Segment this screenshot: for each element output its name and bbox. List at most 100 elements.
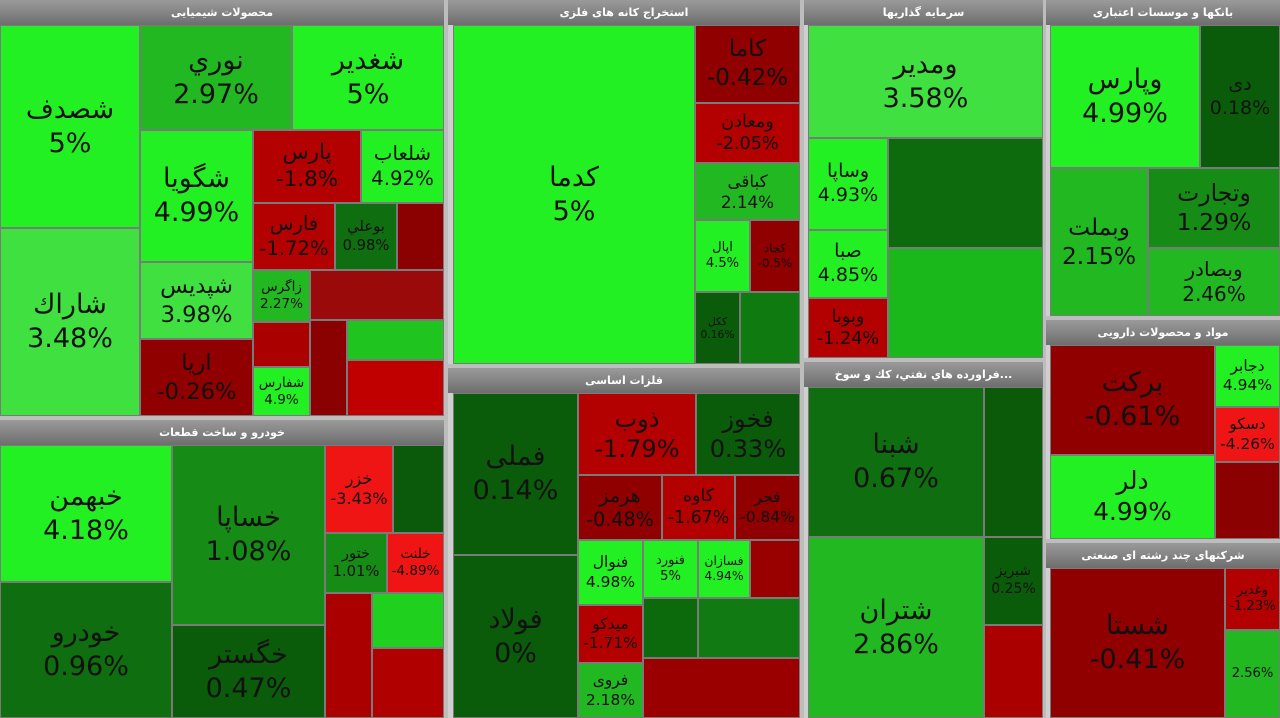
stock-tile: شاراك 3.48% <box>0 228 140 416</box>
stock-name: خساپا <box>216 502 281 534</box>
stock-name: فملی <box>485 441 546 473</box>
stock-name: خلنت <box>400 546 431 563</box>
stock-tile: خبهمن 4.18% <box>0 445 172 582</box>
stock-change: 4.99% <box>1093 497 1172 526</box>
stock-tile: شتران 2.86% <box>808 537 984 718</box>
stock-name: اريا <box>181 350 212 377</box>
stock-change: -0.48% <box>586 507 654 531</box>
stock-tile: شلعاب 4.92% <box>361 130 444 203</box>
stock-tile: دسکو -4.26% <box>1215 407 1280 462</box>
stock-tile: فولاد 0% <box>453 555 578 718</box>
stock-name: وساپا <box>826 160 870 183</box>
filler-tile <box>740 292 800 364</box>
stock-name: فخوز <box>722 404 774 433</box>
stock-name: شگويا <box>163 163 230 195</box>
stock-change: 0% <box>494 637 537 669</box>
stock-name: ذوب <box>614 404 660 433</box>
stock-change: 2.27% <box>259 296 304 312</box>
stock-change: 2.15% <box>1061 242 1137 270</box>
stock-change: 2.56% <box>1231 665 1274 681</box>
stock-change: 5% <box>552 195 596 227</box>
stock-change: -1.71% <box>583 634 638 652</box>
stock-tile: کدما 5% <box>453 25 695 364</box>
filler-tile <box>347 320 444 360</box>
stock-tile: وپارس 4.99% <box>1050 25 1200 168</box>
filler-tile <box>984 387 1043 537</box>
stock-change: -1.24% <box>816 329 880 349</box>
stock-tile: وبوبا -1.24% <box>808 298 888 358</box>
stock-change: 3.48% <box>27 323 113 354</box>
stock-name: فنوال <box>592 553 629 572</box>
stock-change: 4.94% <box>704 569 744 583</box>
stock-change: 0.67% <box>853 463 939 494</box>
stock-tile: فملی 0.14% <box>453 393 578 555</box>
stock-name: شاراك <box>33 289 107 321</box>
stock-tile: وبملت 2.15% <box>1050 168 1148 316</box>
stock-change: -1.23% <box>1229 599 1276 614</box>
filler-tile <box>888 138 1043 248</box>
stock-change: 0.18% <box>1209 96 1271 119</box>
stock-change: -0.42% <box>706 65 789 91</box>
stock-name: کچاد <box>763 241 787 256</box>
stock-name: فارس <box>269 212 319 236</box>
stock-name: خبهمن <box>49 480 123 512</box>
stock-name: شغدير <box>331 44 405 76</box>
filler-tile <box>698 598 800 658</box>
stock-change: 4.5% <box>705 256 740 271</box>
stock-tile: ذوب -1.79% <box>578 393 696 475</box>
stock-change: -0.84% <box>740 507 795 526</box>
stock-name: دسکو <box>1229 415 1266 434</box>
stock-tile: شپديس 3.98% <box>140 262 253 339</box>
stock-change: -1.8% <box>275 166 339 192</box>
filler-tile <box>372 648 444 718</box>
stock-change: -2.05% <box>716 134 779 154</box>
stock-tile: کاما -0.42% <box>695 25 800 103</box>
stock-tile: صبا 4.85% <box>808 230 888 298</box>
stock-change: 0.25% <box>991 581 1036 597</box>
stock-tile: ومعادن -2.05% <box>695 103 800 163</box>
stock-change: 4.98% <box>585 572 636 591</box>
stock-change: 2.97% <box>173 78 259 110</box>
stock-tile: اپال 4.5% <box>695 220 750 292</box>
stock-tile: نوري 2.97% <box>140 25 292 130</box>
stock-tile: اريا -0.26% <box>140 339 253 416</box>
filler-tile <box>393 445 444 533</box>
stock-name: شستا <box>1105 610 1170 642</box>
stock-name: نوري <box>188 44 244 76</box>
stock-tile: خودرو 0.96% <box>0 582 172 718</box>
stock-change: 4.85% <box>817 264 879 286</box>
stock-change: -0.61% <box>1084 401 1181 432</box>
stock-tile: فسازان 4.94% <box>698 540 750 598</box>
filler-tile <box>643 658 800 718</box>
stock-tile: وبصادر 2.46% <box>1148 248 1280 316</box>
stock-tile: دی 0.18% <box>1200 25 1280 168</box>
stock-name: شپديس <box>160 273 233 300</box>
sector-title: فلزات اساسی <box>448 368 800 393</box>
stock-change: 1.08% <box>205 536 292 567</box>
stock-change: -0.5% <box>757 256 793 270</box>
stock-name: صبا <box>834 240 862 263</box>
stock-change: -1.79% <box>594 435 680 463</box>
stock-name: میدکو <box>592 614 629 633</box>
stock-name: ومدیر <box>893 48 958 80</box>
stock-name: شفارس <box>258 374 305 391</box>
stock-name: فسازان <box>704 553 744 568</box>
stock-tile: خلنت -4.89% <box>387 533 444 593</box>
stock-name: وبصادر <box>1185 257 1243 281</box>
stock-change: 4.94% <box>1222 376 1273 394</box>
stock-change: 4.92% <box>371 166 434 190</box>
stock-tile: خگستر 0.47% <box>172 625 325 718</box>
stock-name: شصدف <box>25 93 115 125</box>
filler-tile <box>253 322 310 367</box>
stock-tile: فنورد 5% <box>643 540 698 598</box>
stock-name: برکت <box>1101 367 1164 399</box>
filler-tile <box>397 203 444 270</box>
sector-title: شرکتهای چند رشته ای صنعتی <box>1046 543 1280 568</box>
stock-name: خزر <box>345 468 373 488</box>
stock-tile: خساپا 1.08% <box>172 445 325 625</box>
filler-tile <box>325 593 372 718</box>
stock-change: 5% <box>346 78 390 110</box>
stock-name: زاگرس <box>261 279 302 296</box>
stock-name: شتران <box>859 594 933 626</box>
stock-change: 3.98% <box>160 301 233 328</box>
